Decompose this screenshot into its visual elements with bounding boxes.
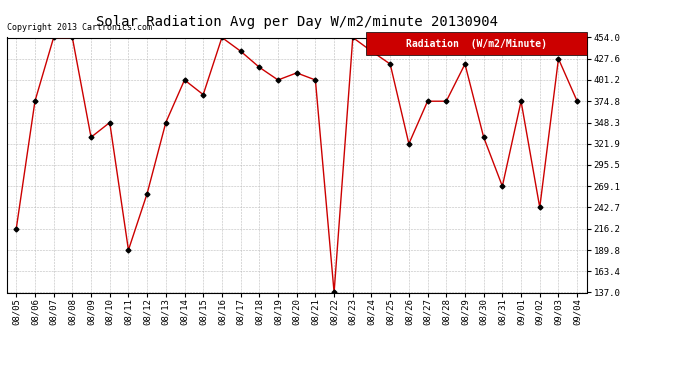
FancyBboxPatch shape [366, 32, 586, 56]
Text: Copyright 2013 Cartronics.com: Copyright 2013 Cartronics.com [7, 23, 152, 32]
Text: Solar Radiation Avg per Day W/m2/minute 20130904: Solar Radiation Avg per Day W/m2/minute … [96, 15, 497, 29]
Text: Radiation  (W/m2/Minute): Radiation (W/m2/Minute) [406, 39, 547, 49]
